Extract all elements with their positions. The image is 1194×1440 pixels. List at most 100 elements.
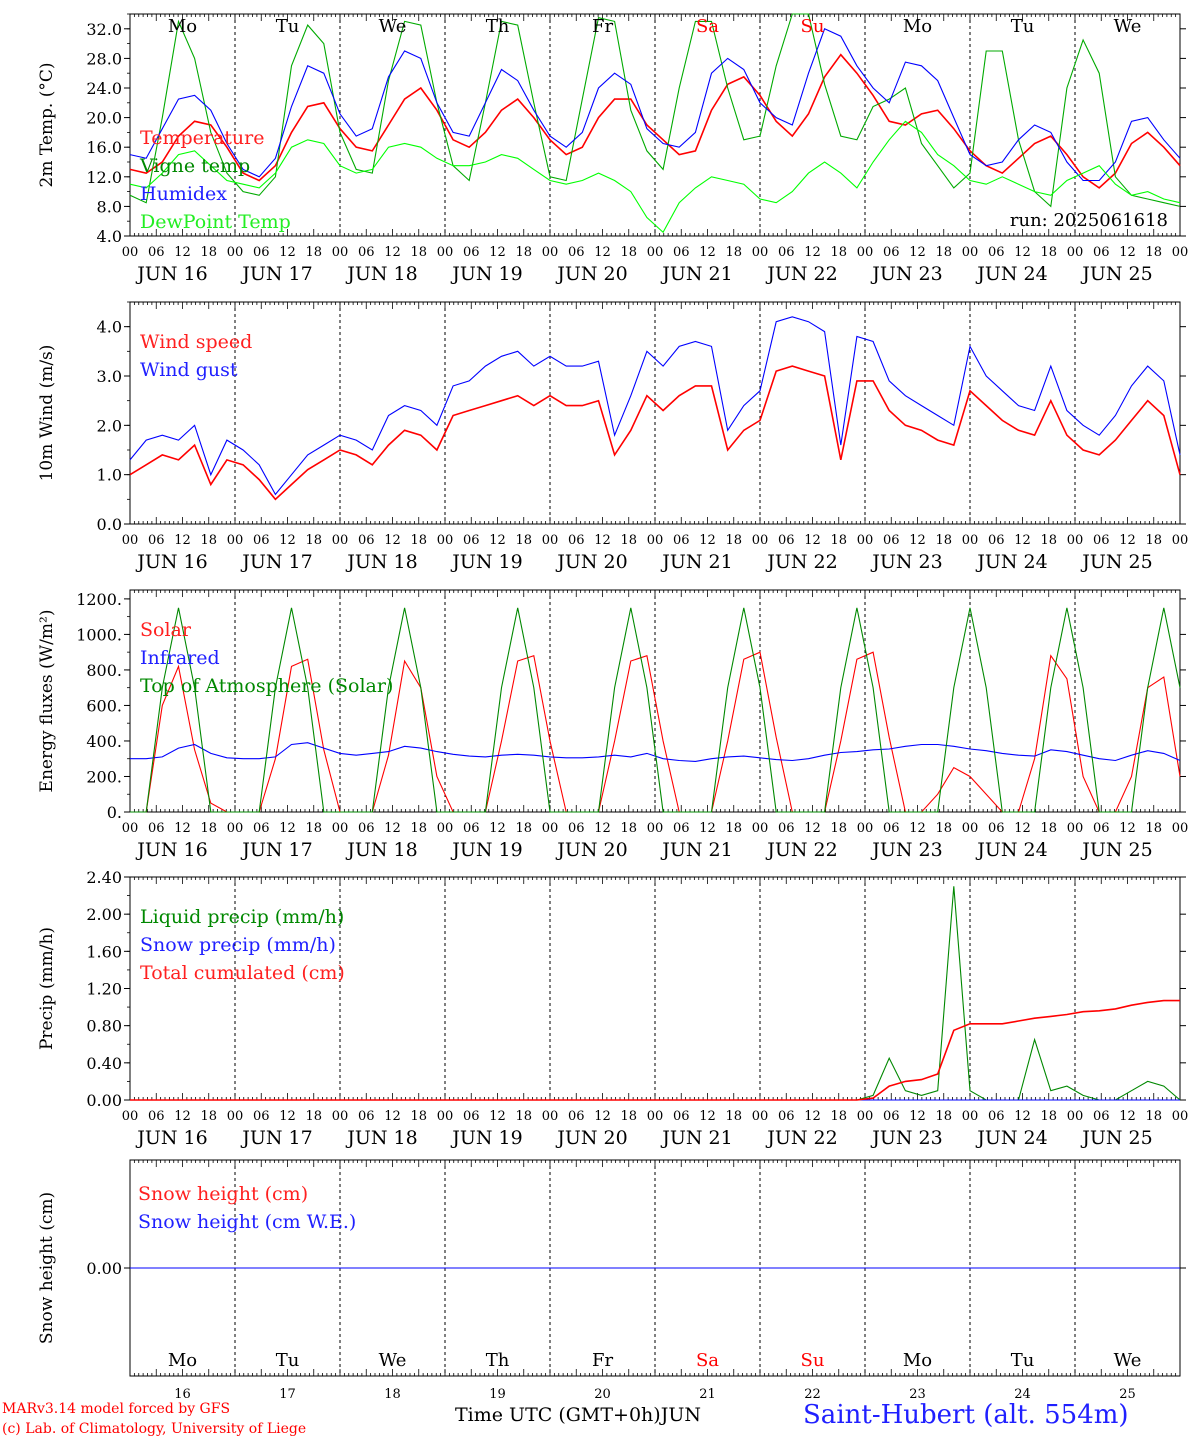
y-tick-label: 0.00 — [86, 1259, 122, 1278]
weekday-label: Mo — [903, 16, 932, 37]
series-line — [130, 742, 1181, 762]
hour-tick-label: 12 — [279, 1109, 296, 1124]
weekday-label: Sa — [696, 1350, 719, 1371]
legend-entry: Vigne temp — [139, 155, 250, 177]
y-tick-label: 600. — [86, 696, 122, 715]
hour-tick-label: 06 — [358, 245, 375, 260]
y-tick-label: 1.20 — [86, 980, 122, 999]
weekday-label: Th — [486, 16, 510, 37]
hour-tick-label: 06 — [1093, 821, 1110, 836]
y-tick-label: 0.00 — [86, 1091, 122, 1110]
hour-tick-label: 00 — [647, 245, 664, 260]
hour-tick-label: 00 — [122, 1109, 139, 1124]
weekday-label: Fr — [592, 16, 613, 37]
hour-tick-label: 18 — [935, 245, 952, 260]
hour-tick-label: 00 — [857, 533, 874, 548]
hour-tick-label: 00 — [437, 821, 454, 836]
hour-tick-label: 06 — [778, 821, 795, 836]
hour-tick-label: 18 — [935, 1109, 952, 1124]
y-axis-label: Precip (mm/h) — [37, 927, 57, 1050]
hour-tick-label: 18 — [410, 245, 427, 260]
hour-tick-label: 06 — [883, 245, 900, 260]
hour-tick-label: 18 — [410, 1109, 427, 1124]
y-tick-label: 16.0 — [86, 138, 122, 157]
y-tick-label: 0. — [107, 803, 122, 822]
legend-entry: Snow height (cm W.E.) — [138, 1211, 356, 1233]
legend-entry: DewPoint Temp — [140, 211, 291, 233]
weekday-label: We — [1114, 1350, 1142, 1371]
hour-tick-label: 12 — [1119, 821, 1136, 836]
hour-tick-label: 00 — [227, 821, 244, 836]
hour-tick-label: 06 — [568, 821, 585, 836]
day-label: JUN 16 — [135, 1127, 207, 1149]
hour-tick-label: 18 — [830, 821, 847, 836]
y-axis-label: 10m Wind (m/s) — [37, 345, 57, 482]
hour-tick-label: 12 — [804, 1109, 821, 1124]
day-label: JUN 20 — [555, 839, 627, 861]
hour-tick-label: 18 — [830, 1109, 847, 1124]
day-label: JUN 21 — [660, 1127, 732, 1149]
weekday-label: Su — [801, 16, 825, 37]
hour-tick-label: 18 — [1145, 245, 1162, 260]
weekday-label: Tu — [1011, 1350, 1035, 1371]
y-tick-label: 1000. — [76, 625, 122, 644]
day-number-label: 22 — [804, 1387, 821, 1402]
weekday-label: Mo — [168, 16, 197, 37]
hour-tick-label: 06 — [988, 1109, 1005, 1124]
hour-tick-label: 06 — [358, 533, 375, 548]
hour-tick-label: 12 — [594, 245, 611, 260]
legend-entry: Solar — [140, 619, 192, 641]
day-label: JUN 19 — [450, 263, 522, 285]
hour-tick-label: 12 — [279, 533, 296, 548]
series-line — [129, 53, 1181, 189]
hour-tick-label: 00 — [1067, 533, 1084, 548]
day-label: JUN 23 — [870, 1127, 942, 1149]
hour-tick-label: 06 — [988, 245, 1005, 260]
day-label: JUN 18 — [345, 551, 417, 573]
hour-tick-label: 00 — [857, 245, 874, 260]
hour-tick-label: 06 — [253, 821, 270, 836]
weekday-label: Fr — [592, 1350, 613, 1371]
hour-tick-label: 12 — [174, 245, 191, 260]
day-label: JUN 16 — [135, 263, 207, 285]
hour-tick-label: 12 — [174, 1109, 191, 1124]
hour-tick-label: 06 — [148, 245, 165, 260]
y-tick-label: 400. — [86, 732, 122, 751]
y-axis-label: Energy fluxes (W/m²) — [37, 610, 57, 793]
hour-tick-label: 12 — [174, 533, 191, 548]
hour-tick-label: 00 — [647, 1109, 664, 1124]
hour-tick-label: 18 — [1040, 821, 1057, 836]
y-tick-label: 4.0 — [97, 227, 122, 246]
hour-tick-label: 00 — [227, 533, 244, 548]
series-line — [129, 365, 1181, 501]
hour-tick-label: 00 — [122, 245, 139, 260]
weekday-label: We — [379, 1350, 407, 1371]
y-tick-label: 2.0 — [97, 416, 122, 435]
day-label: JUN 18 — [345, 839, 417, 861]
weekday-label: Mo — [168, 1350, 197, 1371]
day-label: JUN 16 — [135, 551, 207, 573]
hour-tick-label: 18 — [725, 1109, 742, 1124]
legend-entry: Top of Atmosphere (Solar) — [140, 675, 393, 697]
hour-tick-label: 00 — [752, 245, 769, 260]
hour-tick-label: 00 — [1067, 245, 1084, 260]
hour-tick-label: 18 — [1040, 245, 1057, 260]
hour-tick-label: 06 — [778, 533, 795, 548]
lab-credit: (c) Lab. of Climatology, University of L… — [2, 1421, 307, 1437]
hour-tick-label: 12 — [909, 245, 926, 260]
y-tick-label: 800. — [86, 661, 122, 680]
hour-tick-label: 06 — [673, 533, 690, 548]
day-label: JUN 17 — [240, 263, 312, 285]
hour-tick-label: 18 — [515, 533, 532, 548]
day-label: JUN 23 — [870, 839, 942, 861]
hour-tick-label: 06 — [673, 1109, 690, 1124]
legend-entry: Snow height (cm) — [138, 1183, 308, 1205]
day-label: JUN 24 — [975, 1127, 1047, 1149]
series-line — [129, 13, 1181, 208]
hour-tick-label: 12 — [489, 245, 506, 260]
hour-tick-label: 18 — [830, 245, 847, 260]
hour-tick-label: 00 — [542, 533, 559, 548]
day-label: JUN 24 — [975, 551, 1047, 573]
hour-tick-label: 18 — [1145, 533, 1162, 548]
